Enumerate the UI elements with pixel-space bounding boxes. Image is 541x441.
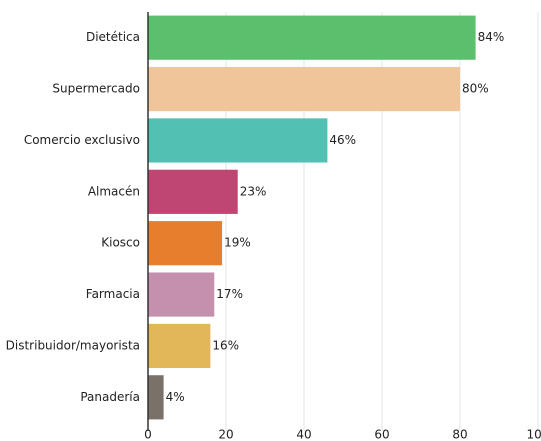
bar [148, 66, 460, 112]
value-label: 19% [224, 236, 251, 250]
x-tick-label: 0 [144, 428, 152, 441]
x-tick-label: 20 [218, 428, 233, 441]
x-tick-label: 80 [452, 428, 467, 441]
y-tick-label: Distribuidor/mayorista [6, 338, 140, 352]
bar [148, 375, 164, 420]
y-tick-label: Farmacia [86, 287, 140, 301]
x-tick-label: 40 [296, 428, 311, 441]
y-tick-label: Dietética [86, 30, 140, 44]
y-tick-label: Kiosco [101, 236, 140, 250]
bar [148, 272, 215, 317]
bar [148, 169, 238, 214]
value-label: 4% [166, 390, 185, 404]
x-tick-label: 60 [374, 428, 389, 441]
value-label: 16% [212, 338, 239, 352]
y-tick-label: Almacén [88, 184, 140, 198]
x-tick-label: 100 [527, 428, 541, 441]
y-tick-label: Supermercado [52, 82, 140, 96]
value-label: 17% [216, 287, 243, 301]
bar [148, 15, 476, 60]
value-label: 80% [462, 82, 489, 96]
bar [148, 323, 211, 369]
y-tick-label: Comercio exclusivo [24, 133, 140, 147]
y-tick-label: Panadería [80, 390, 140, 404]
value-label: 84% [478, 30, 505, 44]
bar [148, 118, 328, 163]
value-label: 23% [240, 184, 267, 198]
bar [148, 221, 223, 266]
value-label: 46% [329, 133, 356, 147]
